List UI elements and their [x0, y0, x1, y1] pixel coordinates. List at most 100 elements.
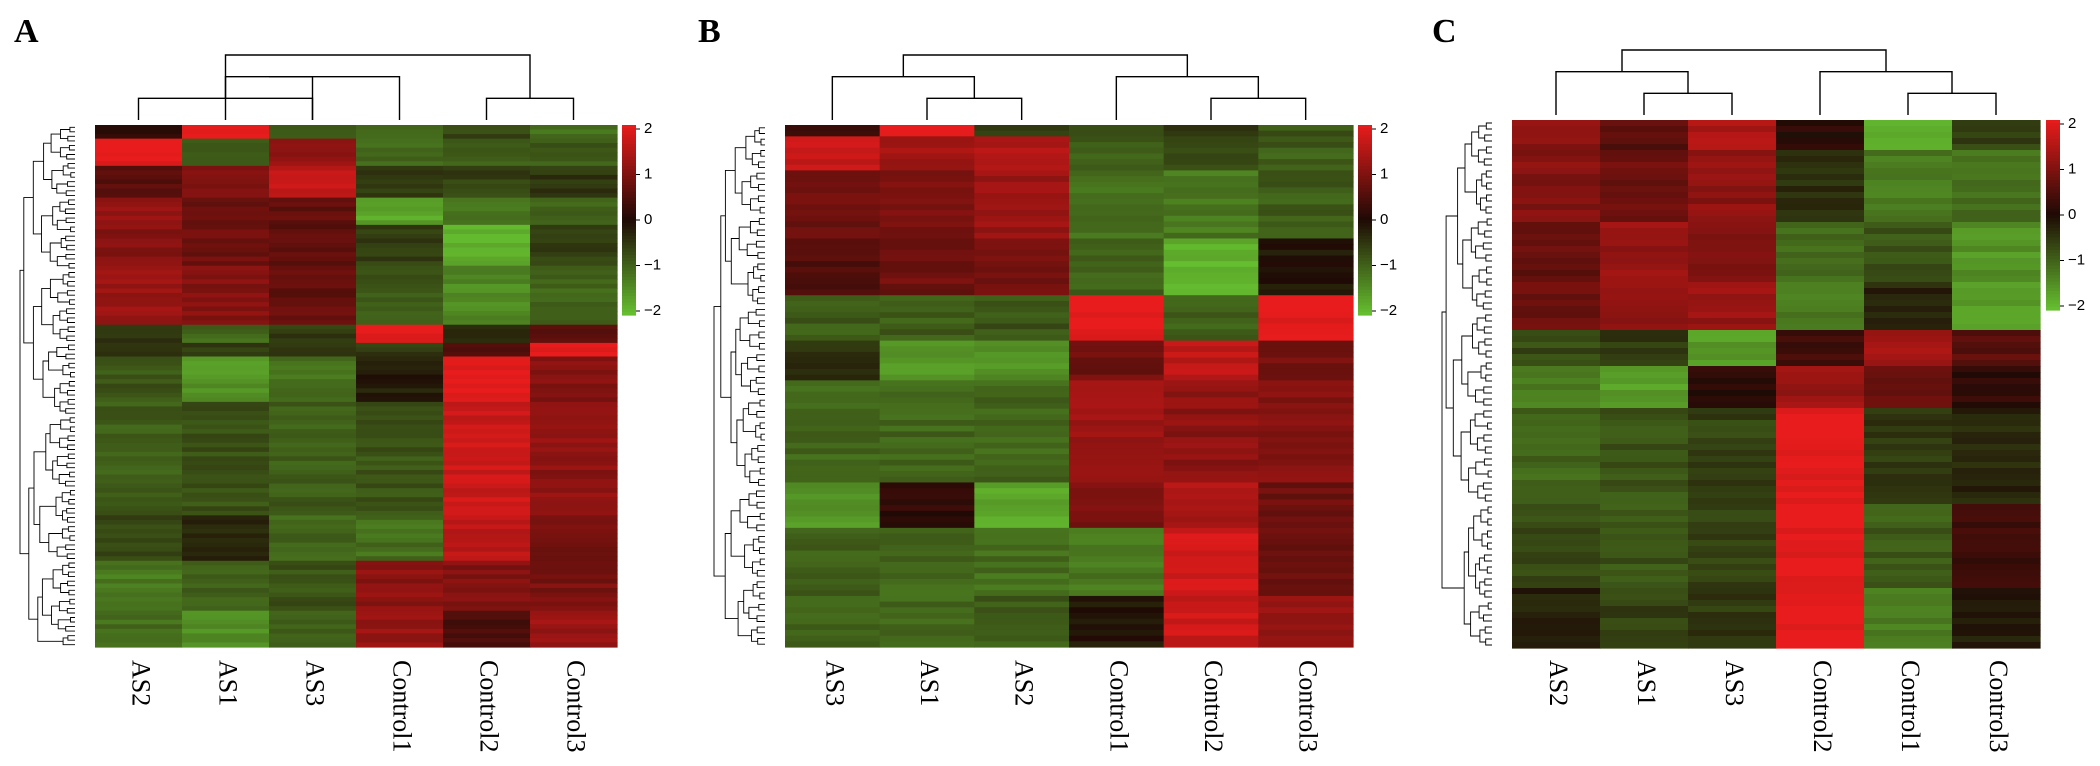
heatmap-cell	[95, 247, 183, 253]
heatmap-cell	[269, 193, 357, 199]
heatmap-cell	[356, 560, 444, 566]
heatmap-cell	[785, 187, 881, 194]
heatmap-cell	[1688, 186, 1777, 193]
color-scale-segment	[622, 156, 636, 161]
heatmap-cell	[95, 197, 183, 203]
row-dendrogram-branch	[66, 290, 75, 296]
color-scale-label: 2	[644, 120, 652, 137]
heatmap-cell	[1163, 306, 1259, 313]
row-dendrogram-branch	[1483, 458, 1492, 466]
color-scale-segment	[622, 251, 636, 256]
heatmap-cell	[1069, 323, 1165, 330]
heatmap-cell	[269, 606, 357, 612]
heatmap-cell	[1512, 234, 1601, 241]
heatmap-cell	[269, 333, 357, 339]
heatmap-cell	[443, 143, 531, 149]
heatmap-cell	[1069, 176, 1165, 183]
row-dendrogram-branch	[756, 626, 765, 634]
heatmap-cell	[1864, 462, 1953, 469]
row-dendrogram-branch	[755, 240, 765, 248]
heatmap-cell	[1864, 606, 1953, 613]
heatmap-cell	[974, 159, 1070, 166]
heatmap-cell	[1952, 474, 2041, 481]
heatmap-cell	[785, 232, 881, 240]
heatmap-cell	[95, 165, 183, 171]
heatmap-cell	[1512, 408, 1601, 415]
heatmap-cell	[1688, 408, 1777, 415]
heatmap-cell	[1069, 386, 1165, 393]
heatmap-cell	[1258, 403, 1354, 410]
color-scale-segment	[2046, 281, 2060, 286]
color-scale-segment	[622, 204, 636, 208]
heatmap-cell	[879, 164, 975, 171]
heatmap-cell	[1258, 374, 1354, 381]
heatmap-cell	[1600, 456, 1689, 463]
row-dendrogram-branch	[1485, 170, 1492, 178]
heatmap-cell	[1776, 294, 1865, 301]
row-dendrogram-branch	[67, 326, 75, 332]
heatmap-cell	[785, 573, 881, 580]
heatmap-cell	[879, 255, 975, 262]
heatmap-cell	[974, 363, 1070, 370]
row-dendrogram-branch	[760, 274, 765, 282]
panel-letter: A	[14, 13, 39, 50]
row-dendrogram-branch	[68, 272, 75, 278]
color-scale-segment	[1358, 305, 1372, 310]
heatmap-cell	[1776, 480, 1865, 487]
row-dendrogram-branch	[69, 126, 75, 133]
heatmap-cell	[530, 397, 618, 403]
heatmap-cell	[1864, 588, 1953, 595]
heatmap-cell	[1688, 210, 1777, 217]
heatmap-cell	[1864, 492, 1953, 499]
row-dendrogram-branch	[66, 244, 75, 251]
heatmap-cell	[1600, 546, 1689, 553]
heatmap-cell	[1776, 456, 1865, 463]
heatmap-cell	[1776, 162, 1865, 169]
heatmap-cell	[1512, 204, 1601, 211]
heatmap-cell	[356, 492, 444, 498]
heatmap-cell	[1600, 300, 1689, 307]
heatmap-cell	[356, 256, 444, 262]
heatmap-cell	[1688, 192, 1777, 199]
heatmap-cell	[443, 197, 531, 203]
heatmap-cell	[1258, 357, 1354, 364]
heatmap-cell	[879, 215, 975, 223]
heatmap-cell	[530, 424, 618, 430]
color-scale-segment	[622, 254, 636, 259]
heatmap-cell	[1952, 414, 2041, 421]
heatmap-cell	[443, 556, 531, 562]
heatmap-cell	[95, 379, 183, 385]
heatmap-cell	[1069, 130, 1165, 137]
heatmap-cell	[1512, 636, 1601, 643]
column-dendrogram-branch	[902, 54, 1189, 77]
heatmap-cell	[530, 220, 618, 226]
color-scale-segment	[622, 169, 636, 174]
heatmap-cell	[785, 482, 881, 489]
heatmap-cell	[1776, 282, 1865, 289]
heatmap-cell	[1512, 462, 1601, 469]
heatmap-cell	[1069, 142, 1165, 149]
heatmap-cell	[1600, 408, 1689, 415]
heatmap-cell	[1512, 528, 1601, 535]
row-dendrogram-branch	[756, 524, 765, 532]
heatmap-cell	[1258, 488, 1354, 495]
heatmap-cell	[443, 292, 531, 299]
heatmap-cell	[182, 206, 270, 212]
heatmap-cell	[182, 143, 270, 149]
heatmap-cell	[1864, 192, 1953, 199]
heatmap-cell	[1952, 276, 2041, 283]
heatmap-cell	[785, 193, 881, 200]
heatmap-cell	[785, 431, 881, 438]
heatmap-cell	[1069, 261, 1165, 268]
color-scale-segment	[1358, 235, 1372, 240]
row-dendrogram-branch	[65, 480, 75, 487]
heatmap-cell	[879, 153, 975, 160]
heatmap-cell	[879, 499, 975, 506]
heatmap-cell	[879, 380, 975, 387]
heatmap-cell	[1069, 340, 1165, 347]
heatmap-cell	[974, 522, 1070, 529]
heatmap-cell	[785, 641, 881, 648]
row-dendrogram-branch	[67, 390, 75, 396]
heatmap-cell	[1600, 636, 1689, 643]
heatmap-cell	[269, 601, 357, 607]
